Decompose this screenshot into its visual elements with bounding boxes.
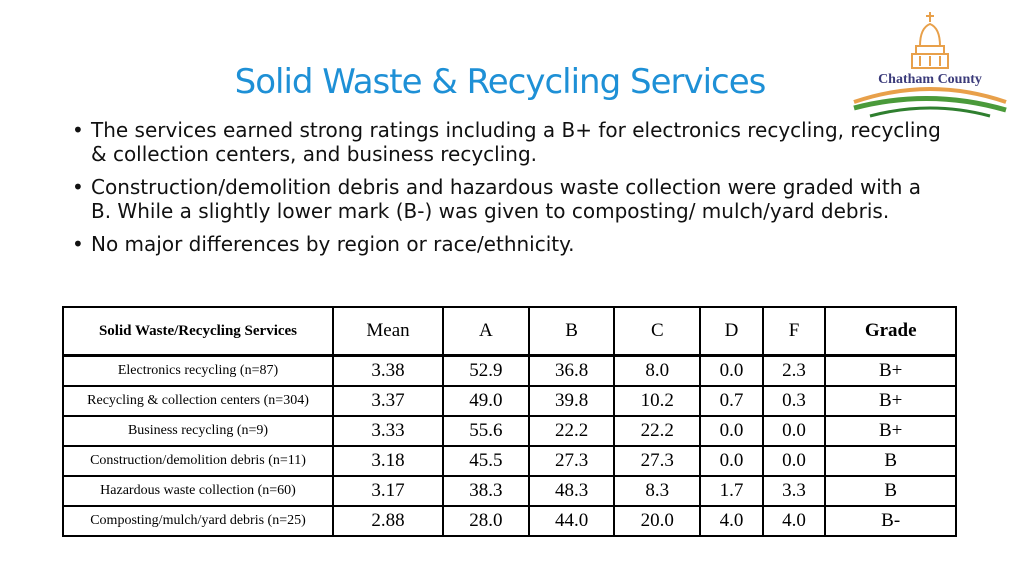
cell-service: Construction/demolition debris (n=11) [62, 445, 334, 477]
cell-f: 0.3 [761, 385, 827, 417]
bullet-item: • No major differences by region or race/… [72, 232, 942, 256]
cell-d: 4.0 [699, 505, 764, 537]
bullet-text: No major differences by region or race/e… [91, 232, 575, 256]
bullet-text: The services earned strong ratings inclu… [91, 118, 941, 166]
bullet-dot-icon: • [72, 232, 84, 256]
bullet-dot-icon: • [72, 118, 84, 142]
cell-grade: B+ [824, 415, 957, 447]
cell-c: 8.3 [613, 475, 702, 507]
cell-a: 55.6 [442, 415, 530, 447]
column-header-f: F [761, 306, 827, 357]
table-row: Electronics recycling (n=87) 3.38 52.9 3… [62, 354, 957, 387]
cell-f: 2.3 [761, 354, 827, 387]
cell-mean: 3.18 [331, 445, 445, 477]
cell-grade: B+ [824, 385, 957, 417]
logo-text: Chatham County [878, 72, 982, 87]
cell-a: 52.9 [442, 354, 530, 387]
cell-mean: 3.17 [331, 475, 445, 507]
table-row: Business recycling (n=9) 3.33 55.6 22.2 … [62, 415, 957, 447]
cell-d: 0.0 [699, 415, 764, 447]
cell-grade: B+ [824, 354, 957, 387]
cell-d: 1.7 [699, 475, 764, 507]
cell-a: 38.3 [442, 475, 530, 507]
cell-a: 28.0 [442, 505, 530, 537]
bullet-text: Construction/demolition debris and hazar… [91, 175, 921, 223]
cell-f: 4.0 [761, 505, 827, 537]
cell-c: 27.3 [613, 445, 702, 477]
bullet-item: • Construction/demolition debris and haza… [72, 175, 942, 223]
cell-service: Composting/mulch/yard debris (n=25) [62, 505, 334, 537]
cell-a: 45.5 [442, 445, 530, 477]
cell-d: 0.7 [699, 385, 764, 417]
cell-c: 20.0 [613, 505, 702, 537]
cell-service: Recycling & collection centers (n=304) [62, 385, 334, 417]
column-header-mean: Mean [331, 306, 445, 357]
cell-f: 0.0 [761, 445, 827, 477]
cell-mean: 3.38 [331, 354, 445, 387]
column-header-service: Solid Waste/Recycling Services [62, 306, 334, 357]
cell-b: 39.8 [527, 385, 616, 417]
column-header-a: A [442, 306, 530, 357]
table-row: Hazardous waste collection (n=60) 3.17 3… [62, 475, 957, 507]
cell-service: Business recycling (n=9) [62, 415, 334, 447]
cell-service: Hazardous waste collection (n=60) [62, 475, 334, 507]
column-header-grade: Grade [824, 306, 957, 357]
table-row: Composting/mulch/yard debris (n=25) 2.88… [62, 505, 957, 537]
table-row: Recycling & collection centers (n=304) 3… [62, 385, 957, 417]
cell-d: 0.0 [699, 445, 764, 477]
cell-mean: 2.88 [331, 505, 445, 537]
column-header-c: C [613, 306, 702, 357]
cell-b: 27.3 [527, 445, 616, 477]
cell-b: 44.0 [527, 505, 616, 537]
cell-a: 49.0 [442, 385, 530, 417]
cell-b: 36.8 [527, 354, 616, 387]
bullet-list: • The services earned strong ratings incl… [72, 118, 942, 265]
cell-mean: 3.37 [331, 385, 445, 417]
bullet-item: • The services earned strong ratings incl… [72, 118, 942, 166]
table-row: Construction/demolition debris (n=11) 3.… [62, 445, 957, 477]
cell-mean: 3.33 [331, 415, 445, 447]
cell-service: Electronics recycling (n=87) [62, 354, 334, 387]
cell-c: 8.0 [613, 354, 702, 387]
bullet-dot-icon: • [72, 175, 84, 199]
cell-f: 3.3 [761, 475, 827, 507]
cell-f: 0.0 [761, 415, 827, 447]
column-header-d: D [699, 306, 764, 357]
cell-d: 0.0 [699, 354, 764, 387]
cell-c: 10.2 [613, 385, 702, 417]
cell-grade: B [824, 475, 957, 507]
column-header-b: B [527, 306, 616, 357]
slide-title: Solid Waste & Recycling Services [234, 62, 767, 102]
cell-b: 22.2 [527, 415, 616, 447]
cell-grade: B- [824, 505, 957, 537]
chatham-county-logo: Chatham County [853, 12, 1007, 118]
cell-b: 48.3 [527, 475, 616, 507]
table-header-row: Solid Waste/Recycling Services Mean A B … [62, 306, 957, 357]
cell-grade: B [824, 445, 957, 477]
cell-c: 22.2 [613, 415, 702, 447]
grades-table: Solid Waste/Recycling Services Mean A B … [62, 306, 957, 537]
courthouse-dome-logo [911, 12, 949, 69]
